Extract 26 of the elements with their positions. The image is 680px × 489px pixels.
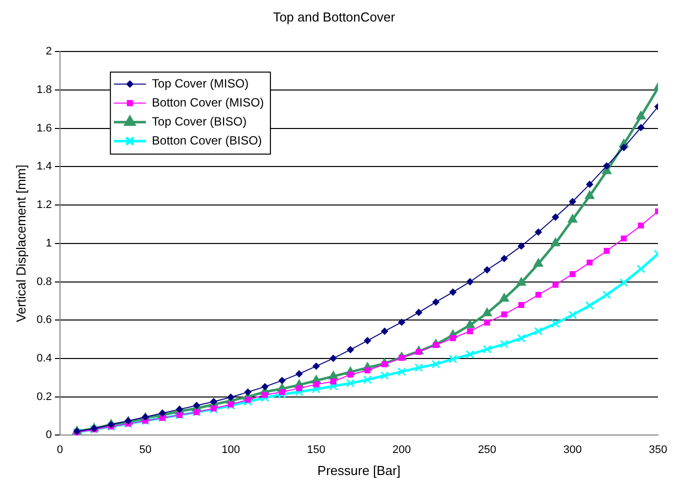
- y-tick-label: 1.6: [36, 122, 52, 134]
- y-tick-label: 0.4: [36, 352, 52, 365]
- y-tick-label: 1.2: [36, 199, 52, 212]
- x-axis-title: Pressure [Bar]: [317, 462, 400, 478]
- y-tick-label: 1: [46, 237, 52, 250]
- x-tick-label: 150: [307, 444, 326, 456]
- x-tick-label: 200: [392, 444, 411, 456]
- legend-label: Botton Cover (MISO): [152, 95, 264, 110]
- x-tick-label: 350: [648, 444, 668, 456]
- x-tick-label: 100: [222, 444, 240, 456]
- y-tick-label: 0: [46, 429, 52, 442]
- y-tick-label: 1.8: [36, 84, 52, 96]
- x-tick-label: 300: [563, 444, 582, 456]
- x-tick-label: 50: [139, 444, 152, 456]
- chart-title: Top and BottonCover: [272, 9, 396, 24]
- y-tick-label: 0.2: [36, 390, 52, 403]
- y-tick-label: 2: [46, 46, 52, 58]
- legend-label: Top Cover (MISO): [152, 76, 249, 90]
- x-tick-label: 250: [478, 444, 496, 456]
- y-tick-label: 1.4: [36, 160, 52, 173]
- x-tick-label: 0: [56, 444, 63, 456]
- y-tick-label: 0.6: [36, 314, 52, 326]
- y-tick-label: 0.8: [36, 276, 52, 288]
- legend-label: Botton Cover (BISO): [152, 133, 262, 148]
- legend-label: Top Cover (BISO): [152, 114, 247, 128]
- y-axis-title: Vertical Displacement [mm]: [13, 164, 28, 322]
